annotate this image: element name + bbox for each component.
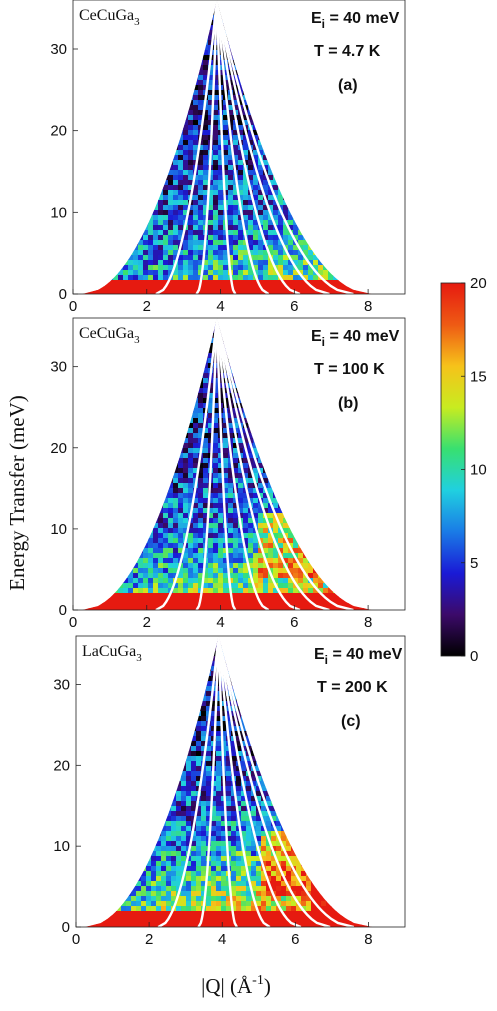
y-tick-label: 0	[59, 286, 67, 303]
cut-line-3	[215, 318, 237, 610]
x-tick-label: 8	[364, 298, 372, 315]
temperature-label: T = 100 K	[314, 361, 385, 378]
x-tick-label: 4	[218, 931, 226, 948]
temperature-label: T = 200 K	[317, 679, 388, 696]
cut-line-1	[155, 318, 219, 610]
x-tick-label: 4	[216, 614, 224, 631]
x-tick-label: 8	[364, 614, 372, 631]
y-tick-label: 20	[50, 123, 67, 140]
x-tick-label: 2	[143, 614, 151, 631]
x-axis-title-main: |Q| (Å	[201, 974, 253, 998]
cut-line-4	[215, 318, 270, 610]
panel-letter: (c)	[341, 713, 361, 730]
cut-line-6	[215, 0, 330, 294]
x-tick-label: 2	[143, 298, 151, 315]
cut-line-2	[195, 318, 219, 610]
colorbar-tick-label: 20	[470, 275, 487, 292]
cut-line-3	[217, 636, 238, 927]
y-tick-label: 0	[62, 919, 70, 936]
y-tick-label: 20	[50, 440, 67, 457]
panel-2: 0 2 4 6 8 0 10 20 30 CeCuGa3 Ei = 40 meV T = 100 K (…	[50, 317, 406, 631]
cut-line-7	[217, 636, 355, 927]
cut-line-1	[157, 636, 220, 927]
x-axis-title-end: )	[264, 974, 271, 998]
cut-line-7	[215, 318, 354, 610]
panel-frame	[72, 317, 406, 611]
cut-line-5	[215, 318, 301, 610]
sample-label: CeCuGa3	[79, 7, 140, 28]
panel-3: 0 2 4 6 8 0 10 20 30 LaCuGa3 Ei = 40 meV T = 200 K (…	[53, 635, 406, 948]
incident-energy-label: Ei = 40 meV	[311, 10, 400, 31]
y-tick-label: 10	[53, 838, 70, 855]
cut-line-1	[155, 0, 219, 294]
cut-line-5	[217, 636, 302, 927]
y-tick-label: 0	[59, 602, 67, 619]
x-tick-label: 2	[145, 931, 153, 948]
sample-label: LaCuGa3	[82, 643, 142, 664]
panel-letter: (b)	[338, 395, 358, 412]
panel-letter: (a)	[338, 77, 358, 94]
x-tick-label: 4	[216, 298, 224, 315]
incident-energy-label: Ei = 40 meV	[314, 646, 403, 667]
x-tick-label: 6	[291, 931, 299, 948]
cut-line-4	[215, 0, 270, 294]
x-axis-title-exponent: -1	[252, 973, 264, 988]
cut-line-3	[215, 0, 237, 294]
colorbar-ticks: 0 5 10 15 20	[461, 275, 487, 665]
panel-frame	[75, 635, 406, 928]
cut-line-6	[215, 318, 330, 610]
cut-line-4	[217, 636, 271, 927]
incident-energy-label: Ei = 40 meV	[311, 328, 400, 349]
x-tick-label: 0	[69, 298, 77, 315]
y-tick-label: 20	[53, 757, 70, 774]
x-tick-label: 8	[364, 931, 372, 948]
x-tick-label: 0	[72, 931, 80, 948]
x-tick-label: 6	[290, 614, 298, 631]
panel-1: 0 2 4 6 8 0 10 20 30 CeCuGa3 Ei = 40 meV T = 4.7 K (…	[50, 0, 406, 315]
temperature-label: T = 4.7 K	[314, 43, 381, 60]
y-tick-label: 30	[50, 359, 67, 376]
colorbar-tick-label: 0	[470, 648, 478, 665]
y-tick-label: 30	[53, 677, 70, 694]
cut-line-5	[215, 0, 301, 294]
cut-line-2	[197, 636, 220, 927]
cut-line-2	[195, 0, 219, 294]
y-tick-label: 10	[50, 521, 67, 538]
colorbar-tick-label: 5	[470, 555, 478, 572]
x-axis-title: |Q| (Å-1)	[201, 973, 271, 998]
y-tick-label: 30	[50, 41, 67, 58]
cut-line-6	[217, 636, 331, 927]
x-tick-label: 6	[290, 298, 298, 315]
y-tick-label: 10	[50, 204, 67, 221]
y-axis-title: Energy Transfer (meV)	[5, 395, 29, 591]
colorbar-tick-label: 10	[470, 462, 487, 479]
colorbar-tick-label: 15	[470, 368, 487, 385]
cut-line-7	[215, 0, 354, 294]
sample-label: CeCuGa3	[79, 325, 140, 346]
x-tick-label: 0	[69, 614, 77, 631]
panel-frame	[72, 0, 406, 295]
colorbar: 0 5 10 15 20	[440, 275, 487, 665]
